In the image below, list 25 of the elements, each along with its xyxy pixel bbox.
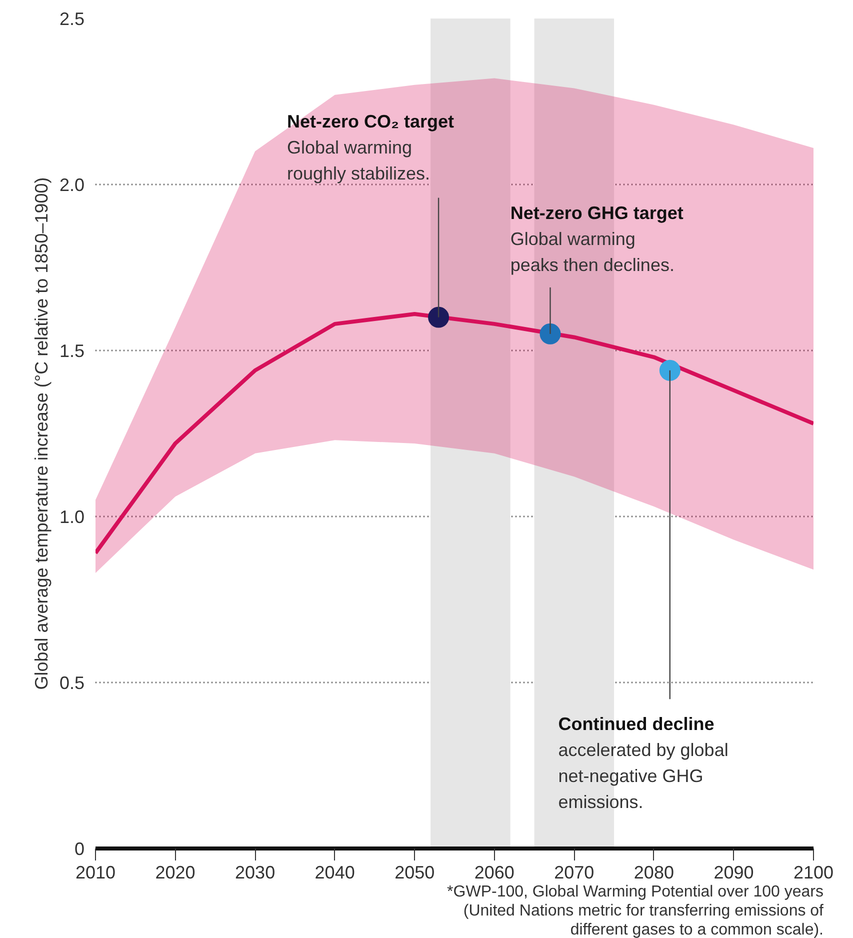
annotation: Net-zero GHG target Global warming peaks then declines. [510, 202, 684, 275]
x-tick-label: 2100 [793, 862, 834, 882]
y-tick-label: 1.0 [59, 507, 85, 527]
x-tick-label: 2060 [474, 862, 514, 882]
point [659, 360, 680, 381]
x-tick-label: 2080 [634, 862, 674, 882]
y-tick-label: 0 [74, 839, 85, 859]
text: *GWP-100, Global Warming Potential over 100 years (United Nations metric for transferring emissions of different gases to a common scale). [447, 884, 824, 938]
y-tick-label: 0.5 [59, 673, 85, 693]
annotation: Net-zero CO₂ target Global warming roughly stabilizes. [286, 111, 454, 184]
x-tick-label: 2070 [554, 862, 594, 882]
x-tick-label: 2010 [75, 862, 116, 882]
x-tick-label: 2020 [155, 862, 196, 882]
point [428, 306, 450, 328]
y-tick-label: 1.5 [59, 341, 85, 361]
point [540, 323, 561, 344]
y-tick-label: 2.0 [59, 175, 85, 195]
x-tick-label: 2050 [394, 862, 435, 882]
line-series [96, 312, 814, 556]
annotation: Continued decline accelerated by global net-negative GHG emissions. [558, 714, 728, 812]
y-axis-title: Global average temperature increase (°C relative to 1850–1900) [31, 177, 52, 690]
x-tick-label: 2040 [314, 862, 355, 882]
x-tick-label: 2090 [714, 862, 754, 882]
y-tick-label: 2.5 [59, 9, 85, 29]
x-tick-label: 2030 [235, 862, 276, 882]
